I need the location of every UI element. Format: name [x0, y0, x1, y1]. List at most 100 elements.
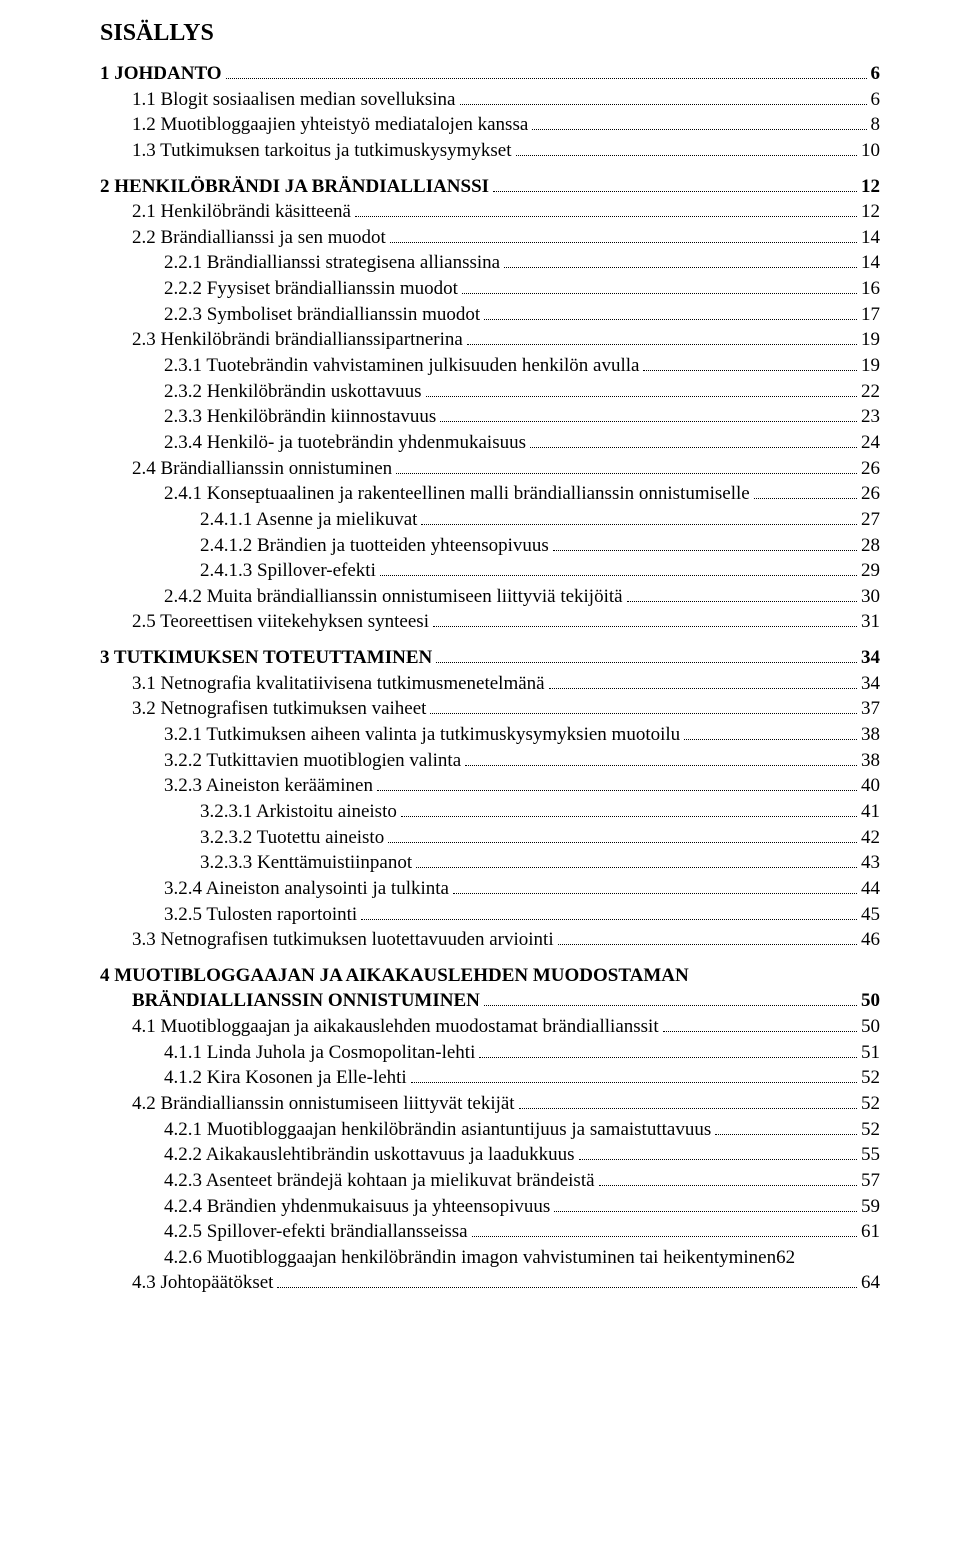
toc-entry-page: 19: [861, 327, 880, 353]
toc-entry-label: 1.3 Tutkimuksen tarkoitus ja tutkimuskys…: [132, 138, 512, 164]
toc-leader: [627, 585, 857, 602]
toc-entry-label: 2.4.1.3 Spillover-efekti: [200, 558, 376, 584]
toc-entry-page: 17: [861, 302, 880, 328]
toc-leader: [453, 877, 857, 894]
toc-entry-page: 44: [861, 876, 880, 902]
toc-entry-label: 2.4.1 Konseptuaalinen ja rakenteellinen …: [164, 481, 750, 507]
toc-leader: [361, 902, 857, 919]
toc-entry: 2.2.3 Symboliset brändiallianssin muodot…: [100, 302, 880, 328]
toc-entry: 2.4.2 Muita brändiallianssin onnistumise…: [100, 584, 880, 610]
toc-leader: [460, 88, 867, 105]
toc-entry-page: 64: [861, 1270, 880, 1296]
toc-entry-page: 28: [861, 533, 880, 559]
toc-leader: [484, 303, 857, 320]
toc-entry-label: 4.1.1 Linda Juhola ja Cosmopolitan-lehti: [164, 1040, 475, 1066]
toc-entry-label: 2.3 Henkilöbrändi brändiallianssipartner…: [132, 327, 463, 353]
toc-entry: 4.2.3 Asenteet brändejä kohtaan ja mieli…: [100, 1168, 880, 1194]
toc-entry-page: 29: [861, 558, 880, 584]
toc-entry-page: 31: [861, 609, 880, 635]
toc-leader: [643, 354, 857, 371]
toc-entry: 4.2.6 Muotibloggaajan henkilöbrändin ima…: [100, 1245, 880, 1271]
toc-leader: [226, 62, 867, 79]
toc-entry-page: 41: [861, 799, 880, 825]
toc-entry: 3.2 Netnografisen tutkimuksen vaiheet37: [100, 696, 880, 722]
toc-entry-label: 3 TUTKIMUKSEN TOTEUTTAMINEN: [100, 645, 432, 671]
toc-entry-page: 57: [861, 1168, 880, 1194]
toc-leader: [684, 723, 857, 740]
toc-entry-page: 34: [861, 671, 880, 697]
toc-entry-page: 38: [861, 722, 880, 748]
toc-entry-page: 24: [861, 430, 880, 456]
toc-entry-page: 26: [861, 481, 880, 507]
toc-entry-label: 2.2 Brändiallianssi ja sen muodot: [132, 225, 386, 251]
toc-entry-label: 3.2 Netnografisen tutkimuksen vaiheet: [132, 696, 426, 722]
toc-entry: 2.3.4 Henkilö- ja tuotebrändin yhdenmuka…: [100, 430, 880, 456]
toc-leader: [472, 1220, 857, 1237]
toc-entry: 3.2.4 Aineiston analysointi ja tulkinta 4…: [100, 876, 880, 902]
toc-leader: [396, 456, 857, 473]
toc-entry-page: 46: [861, 927, 880, 953]
toc-entry-page: 14: [861, 225, 880, 251]
toc-leader: [484, 989, 857, 1006]
toc-leader: [411, 1066, 857, 1083]
toc-leader: [465, 749, 857, 766]
toc-leader: [516, 139, 858, 156]
toc-leader: [462, 277, 857, 294]
toc-entry-page: 10: [861, 138, 880, 164]
toc-entry: 2.4.1.2 Brändien ja tuotteiden yhteensop…: [100, 533, 880, 559]
toc-entry-page: 8: [871, 112, 881, 138]
toc-entry-page: 6: [871, 61, 881, 87]
toc-entry-label: 4.2.6 Muotibloggaajan henkilöbrändin ima…: [164, 1245, 776, 1271]
toc-entry-label: 3.2.3.1 Arkistoitu aineisto: [200, 799, 397, 825]
toc-entry-label: 1.2 Muotibloggaajien yhteistyö mediatalo…: [132, 112, 528, 138]
toc-leader: [479, 1041, 857, 1058]
toc-entry: 1.1 Blogit sosiaalisen median sovelluksi…: [100, 87, 880, 113]
toc-entry: 4.2.1 Muotibloggaajan henkilöbrändin asi…: [100, 1117, 880, 1143]
toc-entry-page: 43: [861, 850, 880, 876]
toc-entry: 4.1 Muotibloggaajan ja aikakauslehden mu…: [100, 1014, 880, 1040]
toc-entry-page: 50: [861, 988, 880, 1014]
toc-entry: 3.2.5 Tulosten raportointi45: [100, 902, 880, 928]
toc-entry: 3.2.3.3 Kenttämuistiinpanot43: [100, 850, 880, 876]
toc-entry-label: 2.3.1 Tuotebrändin vahvistaminen julkisu…: [164, 353, 639, 379]
toc-leader: [421, 508, 857, 525]
toc-entry-page: 59: [861, 1194, 880, 1220]
toc-entry: 4.1.1 Linda Juhola ja Cosmopolitan-lehti…: [100, 1040, 880, 1066]
toc-entry-label: 2.4.1.2 Brändien ja tuotteiden yhteensop…: [200, 533, 549, 559]
toc-entry: 3.2.3.1 Arkistoitu aineisto 41: [100, 799, 880, 825]
toc-entry-label: 4.3 Johtopäätökset: [132, 1270, 273, 1296]
toc-leader: [493, 174, 857, 191]
toc-leader: [380, 559, 857, 576]
toc-leader: [579, 1143, 857, 1160]
toc-entry-label: 2.2.3 Symboliset brändiallianssin muodot: [164, 302, 480, 328]
toc-entry: 3.2.3.2 Tuotettu aineisto42: [100, 825, 880, 851]
toc-entry-label: 3.2.3.2 Tuotettu aineisto: [200, 825, 384, 851]
toc-entry: 1.2 Muotibloggaajien yhteistyö mediatalo…: [100, 112, 880, 138]
toc-entry-page: 14: [861, 250, 880, 276]
toc-leader: [433, 610, 857, 627]
toc-entry-page: 52: [861, 1117, 880, 1143]
toc-entry-page: 50: [861, 1014, 880, 1040]
toc-entry-label: 4.2.4 Brändien yhdenmukaisuus ja yhteens…: [164, 1194, 550, 1220]
toc-entry: 4.1.2 Kira Kosonen ja Elle-lehti52: [100, 1065, 880, 1091]
toc-entry-label: 2.3.4 Henkilö- ja tuotebrändin yhdenmuka…: [164, 430, 526, 456]
toc-entry: 1 JOHDANTO 6: [100, 61, 880, 87]
toc-entry-page: 52: [861, 1091, 880, 1117]
toc-entry-page: 16: [861, 276, 880, 302]
toc-leader: [401, 800, 857, 817]
toc-entry-label: 1 JOHDANTO: [100, 61, 222, 87]
toc-entry-label: 3.2.4 Aineiston analysointi ja tulkinta: [164, 876, 449, 902]
toc-leader: [426, 380, 857, 397]
toc-entry-label: 2.4.1.1 Asenne ja mielikuvat: [200, 507, 417, 533]
toc-entry: 2 HENKILÖBRÄNDI JA BRÄNDIALLIANSSI12: [100, 174, 880, 200]
toc-entry-label: 3.2.3 Aineiston kerääminen: [164, 773, 373, 799]
toc-entry-page: 55: [861, 1142, 880, 1168]
toc-entry-label: 4.1.2 Kira Kosonen ja Elle-lehti: [164, 1065, 407, 1091]
toc-entry-label-cont: BRÄNDIALLIANSSIN ONNISTUMINEN: [132, 988, 480, 1014]
toc-leader: [416, 851, 857, 868]
toc-leader: [377, 774, 857, 791]
toc-entry-page: 23: [861, 404, 880, 430]
toc-entry-label: 2.3.3 Henkilöbrändin kiinnostavuus: [164, 404, 436, 430]
toc-entry: 3.2.2 Tutkittavien muotiblogien valinta3…: [100, 748, 880, 774]
toc-entry-label: 2.1 Henkilöbrändi käsitteenä: [132, 199, 351, 225]
